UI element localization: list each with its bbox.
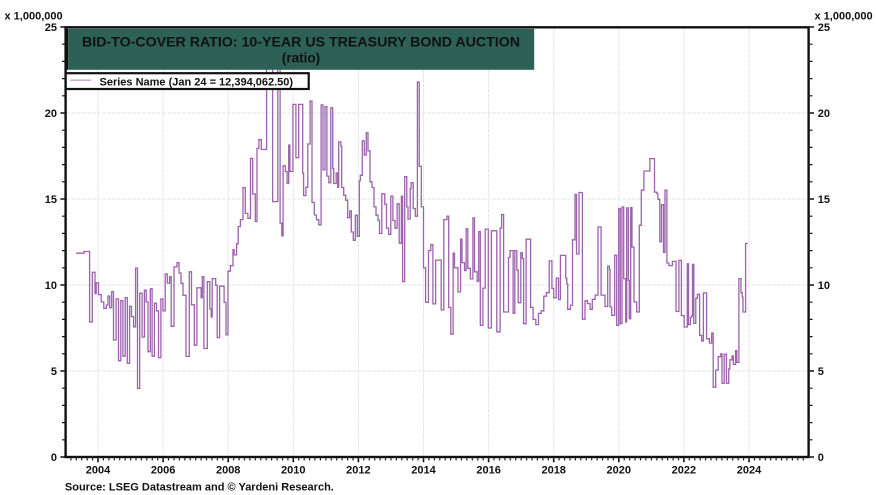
svg-text:10: 10 bbox=[45, 280, 57, 292]
svg-text:0: 0 bbox=[51, 452, 57, 464]
svg-text:Series Name (Jan 24 = 12,394,0: Series Name (Jan 24 = 12,394,062.50) bbox=[100, 76, 294, 88]
svg-text:15: 15 bbox=[45, 194, 57, 206]
svg-text:2024: 2024 bbox=[737, 464, 762, 476]
svg-text:2014: 2014 bbox=[411, 464, 436, 476]
svg-text:Source: LSEG Datastream and ©: Source: LSEG Datastream and © Yardeni Re… bbox=[65, 481, 334, 493]
svg-text:2012: 2012 bbox=[346, 464, 370, 476]
svg-text:(ratio): (ratio) bbox=[282, 51, 320, 66]
svg-text:2016: 2016 bbox=[476, 464, 500, 476]
svg-text:2018: 2018 bbox=[541, 464, 565, 476]
svg-text:BID-TO-COVER RATIO: 10-YEAR US: BID-TO-COVER RATIO: 10-YEAR US TREASURY … bbox=[82, 34, 520, 50]
svg-text:x 1,000,000: x 1,000,000 bbox=[5, 10, 63, 22]
svg-text:2006: 2006 bbox=[151, 464, 175, 476]
svg-text:25: 25 bbox=[45, 22, 57, 34]
svg-text:x 1,000,000: x 1,000,000 bbox=[815, 10, 873, 22]
svg-text:2008: 2008 bbox=[216, 464, 240, 476]
svg-text:20: 20 bbox=[818, 108, 830, 120]
svg-text:20: 20 bbox=[45, 108, 57, 120]
svg-text:2004: 2004 bbox=[86, 464, 111, 476]
svg-text:5: 5 bbox=[51, 366, 57, 378]
svg-text:2010: 2010 bbox=[281, 464, 305, 476]
svg-text:5: 5 bbox=[818, 366, 824, 378]
svg-text:2020: 2020 bbox=[607, 464, 631, 476]
svg-text:15: 15 bbox=[818, 194, 830, 206]
svg-text:10: 10 bbox=[818, 280, 830, 292]
svg-text:0: 0 bbox=[818, 452, 824, 464]
svg-text:25: 25 bbox=[818, 22, 830, 34]
svg-text:2022: 2022 bbox=[672, 464, 696, 476]
